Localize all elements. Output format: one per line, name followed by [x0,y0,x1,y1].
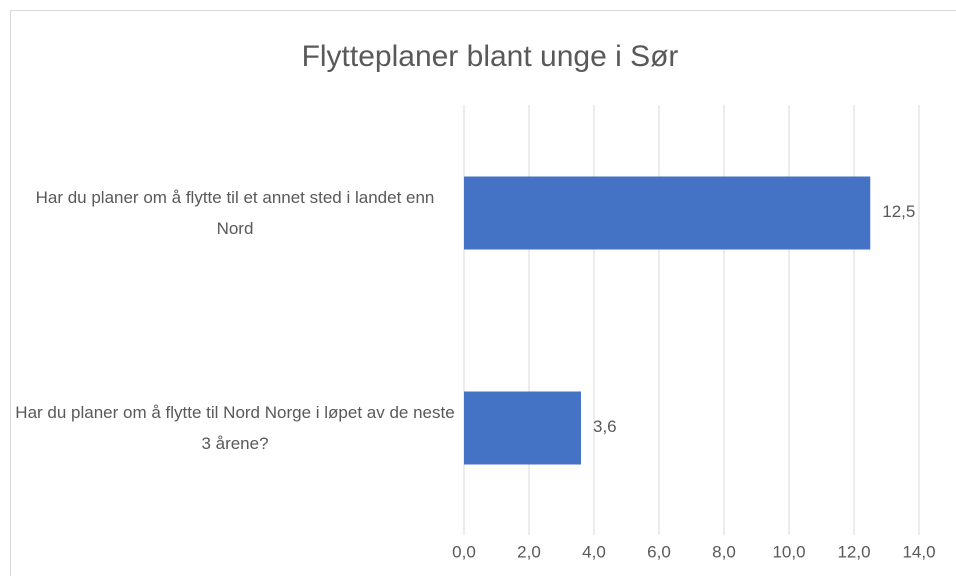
x-tick-label: 0,0 [452,542,476,561]
chart-title: Flytteplaner blant unge i Sør [302,40,679,73]
x-tick-label: 2,0 [517,542,541,561]
bar [464,176,871,250]
x-tick-label: 8,0 [712,542,736,561]
chart-frame [10,10,956,576]
x-tick-label: 10,0 [772,542,805,561]
x-tick-label: 14,0 [902,542,935,561]
y-tick-label: Har du planer om å flytte til et annet s… [35,187,435,238]
y-tick-label: Har du planer om å flytte til Nord Norge… [15,402,455,453]
x-tick-label: 6,0 [647,542,671,561]
x-tick-label: 4,0 [582,542,606,561]
value-label: 3,6 [593,417,617,436]
x-tick-label: 12,0 [837,542,870,561]
value-label: 12,5 [882,202,915,221]
bar [464,391,581,465]
